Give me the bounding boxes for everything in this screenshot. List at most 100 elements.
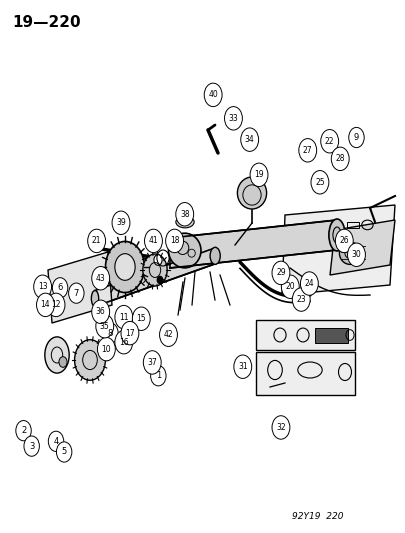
Text: 39: 39 [116, 219, 126, 227]
Circle shape [132, 307, 150, 330]
Bar [256, 352, 354, 395]
Text: 10: 10 [101, 345, 111, 353]
Circle shape [249, 163, 267, 187]
Circle shape [204, 83, 222, 107]
Circle shape [105, 241, 144, 293]
Ellipse shape [168, 233, 200, 268]
Polygon shape [48, 252, 112, 323]
Circle shape [92, 300, 109, 324]
Text: 36: 36 [96, 308, 105, 316]
Text: 22: 22 [324, 137, 334, 146]
Circle shape [47, 293, 65, 317]
Text: 24: 24 [304, 279, 313, 288]
Polygon shape [95, 248, 215, 306]
Text: 30: 30 [351, 251, 360, 259]
Text: 23: 23 [296, 295, 305, 304]
Text: 4: 4 [53, 437, 58, 446]
Circle shape [102, 323, 118, 343]
Circle shape [347, 243, 364, 266]
Text: 2: 2 [21, 426, 26, 435]
Circle shape [52, 278, 68, 298]
Ellipse shape [339, 242, 360, 264]
Circle shape [153, 255, 162, 265]
Text: 9: 9 [353, 133, 358, 142]
Polygon shape [170, 220, 336, 268]
Circle shape [348, 127, 363, 148]
Circle shape [157, 276, 162, 284]
Circle shape [335, 229, 352, 253]
Text: 12: 12 [51, 301, 61, 309]
Circle shape [34, 275, 51, 298]
Text: 27: 27 [302, 146, 312, 155]
Text: 26: 26 [339, 237, 348, 245]
Ellipse shape [210, 247, 220, 264]
Text: 15: 15 [136, 314, 146, 323]
Text: 41: 41 [148, 237, 158, 245]
Text: 40: 40 [208, 91, 217, 99]
Text: 34: 34 [244, 135, 254, 144]
Circle shape [271, 416, 289, 439]
Text: 3: 3 [29, 442, 34, 450]
Bar [332, 224, 342, 229]
Circle shape [115, 305, 132, 329]
Text: 37: 37 [147, 358, 157, 367]
Text: 8: 8 [107, 329, 113, 337]
Circle shape [115, 254, 135, 280]
Circle shape [165, 229, 183, 253]
Text: 33: 33 [228, 114, 238, 123]
Text: 21: 21 [92, 237, 101, 245]
Circle shape [233, 355, 251, 378]
Circle shape [143, 351, 161, 374]
Circle shape [144, 229, 162, 253]
Text: 17: 17 [125, 329, 134, 337]
Ellipse shape [237, 177, 266, 209]
Text: 19: 19 [254, 171, 263, 179]
Circle shape [96, 314, 113, 338]
Text: 19—220: 19—220 [12, 15, 81, 30]
Circle shape [300, 272, 318, 295]
Text: 18: 18 [169, 237, 179, 245]
Ellipse shape [328, 219, 344, 251]
Text: 11: 11 [119, 313, 128, 321]
Ellipse shape [45, 337, 69, 373]
Circle shape [97, 337, 115, 361]
Text: 35: 35 [100, 322, 109, 330]
Text: 6: 6 [57, 284, 63, 292]
Circle shape [330, 147, 348, 171]
Text: 92Y19  220: 92Y19 220 [292, 512, 343, 521]
Bar [314, 328, 347, 343]
Circle shape [224, 107, 242, 130]
Circle shape [292, 288, 309, 311]
Polygon shape [329, 220, 394, 275]
Text: 43: 43 [96, 274, 105, 282]
Circle shape [56, 442, 72, 462]
Circle shape [159, 323, 177, 346]
Text: 32: 32 [275, 423, 285, 432]
Text: 20: 20 [285, 282, 294, 291]
Circle shape [281, 275, 298, 298]
Text: 42: 42 [163, 330, 173, 339]
Bar [346, 222, 358, 228]
Circle shape [271, 261, 289, 285]
Text: 13: 13 [38, 282, 47, 291]
Ellipse shape [91, 290, 98, 306]
Text: 31: 31 [237, 362, 247, 371]
Text: 38: 38 [179, 210, 189, 219]
Circle shape [75, 340, 105, 380]
Circle shape [150, 366, 166, 386]
Circle shape [121, 321, 139, 345]
Text: 14: 14 [40, 301, 50, 309]
Circle shape [320, 130, 338, 153]
Circle shape [115, 330, 132, 354]
Circle shape [36, 293, 54, 317]
Circle shape [16, 421, 31, 441]
Polygon shape [281, 205, 394, 295]
Circle shape [24, 436, 39, 456]
Circle shape [240, 128, 258, 151]
Text: 16: 16 [119, 338, 128, 346]
Text: 29: 29 [275, 269, 285, 277]
Circle shape [112, 211, 130, 235]
Text: 28: 28 [335, 155, 344, 163]
Circle shape [143, 254, 167, 286]
Circle shape [48, 431, 64, 451]
